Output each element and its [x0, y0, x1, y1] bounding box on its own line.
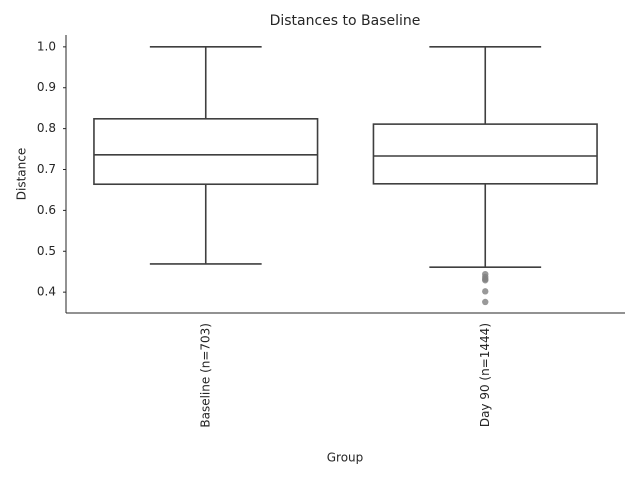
box: [93, 118, 319, 186]
y-tick-label: 0.8: [37, 121, 56, 135]
y-tick-label: 0.7: [37, 162, 56, 176]
x-tick-label: Baseline (n=703): [198, 323, 212, 428]
box: [372, 123, 598, 185]
y-tick-label: 0.4: [37, 285, 56, 299]
x-axis-label: Group: [327, 451, 364, 465]
x-tick-label: Day 90 (n=1444): [478, 323, 492, 427]
y-tick-label: 0.9: [37, 80, 56, 94]
y-tick-label: 1.0: [37, 39, 56, 53]
chart-title: Distances to Baseline: [270, 13, 421, 29]
y-tick-label: 0.6: [37, 203, 56, 217]
outlier: [482, 288, 489, 295]
outlier: [482, 298, 489, 306]
outlier: [482, 277, 489, 284]
y-axis-label: Distance: [15, 148, 29, 200]
y-tick-label: 0.5: [37, 244, 56, 258]
